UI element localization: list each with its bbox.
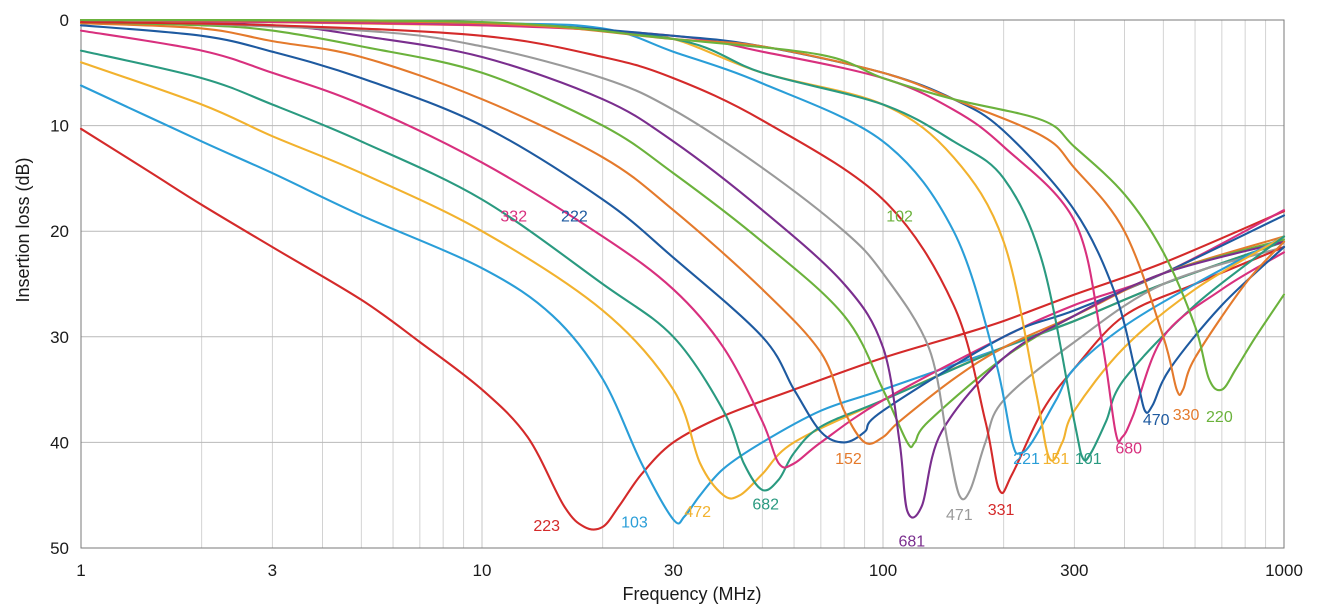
y-tick-label: 40 xyxy=(50,433,69,452)
series-label-471: 471 xyxy=(946,507,973,524)
x-tick-label: 300 xyxy=(1060,561,1088,580)
y-axis-title: Insertion loss (dB) xyxy=(13,157,33,302)
series-line-472 xyxy=(79,61,1286,500)
series-line-102 xyxy=(79,21,1286,449)
series-line-152 xyxy=(79,22,1286,445)
series-line-331 xyxy=(79,21,1286,495)
series-line-330 xyxy=(79,18,1286,396)
x-tick-label: 10 xyxy=(473,561,492,580)
y-tick-label: 0 xyxy=(60,11,69,30)
series-label-470: 470 xyxy=(1143,412,1170,429)
series-label-103: 103 xyxy=(621,515,648,532)
x-tick-label: 1000 xyxy=(1265,561,1303,580)
series-line-681 xyxy=(79,18,1286,519)
series-label-222: 222 xyxy=(561,208,588,225)
y-axis-ticks: 0 10 20 30 40 50 xyxy=(50,11,69,558)
x-axis-title: Frequency (MHz) xyxy=(622,584,761,604)
series-line-221 xyxy=(79,18,1286,455)
series-label-223: 223 xyxy=(533,518,560,535)
series-label-220: 220 xyxy=(1206,409,1233,426)
series-label-472: 472 xyxy=(684,504,711,521)
series-line-103 xyxy=(79,84,1286,525)
series-line-471 xyxy=(79,18,1286,501)
series-label-331: 331 xyxy=(988,502,1015,519)
series-line-222 xyxy=(79,24,1286,444)
series-label-101: 101 xyxy=(1075,451,1102,468)
series-label-682: 682 xyxy=(752,497,779,514)
x-tick-label: 100 xyxy=(869,561,897,580)
y-tick-label: 10 xyxy=(50,117,69,136)
series-line-223 xyxy=(79,127,1286,531)
y-tick-label: 30 xyxy=(50,328,69,347)
y-tick-label: 20 xyxy=(50,222,69,241)
series-label-152: 152 xyxy=(835,451,862,468)
series-label-330: 330 xyxy=(1173,407,1200,424)
x-tick-label: 3 xyxy=(268,561,277,580)
series-label-332: 332 xyxy=(500,208,527,225)
plot-frame xyxy=(80,19,1285,549)
y-tick-label: 50 xyxy=(50,539,69,558)
series-line-332 xyxy=(79,29,1286,469)
series-labels: 223 103 472 682 332 222 152 102 681 471 331 221 151 1… xyxy=(500,208,1232,550)
x-tick-label: 1 xyxy=(76,561,85,580)
x-axis-ticks: 1 3 10 30 100 300 1000 xyxy=(76,561,1303,580)
series-curves xyxy=(79,18,1286,531)
series-label-221: 221 xyxy=(1013,451,1040,468)
series-label-151: 151 xyxy=(1043,451,1070,468)
series-line-220 xyxy=(79,18,1286,392)
series-label-680: 680 xyxy=(1115,441,1142,458)
series-label-102: 102 xyxy=(886,208,913,225)
x-tick-label: 30 xyxy=(664,561,683,580)
series-label-681: 681 xyxy=(898,534,925,551)
